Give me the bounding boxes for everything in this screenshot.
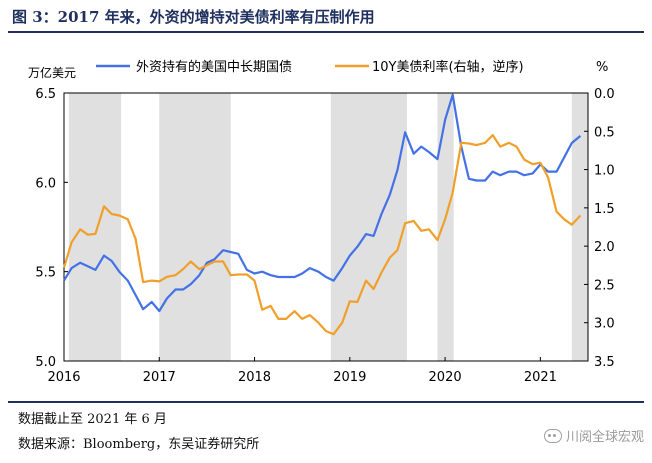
bottom-rule bbox=[8, 401, 644, 403]
legend-label-foreign-holdings: 外资持有的美国中长期国债 bbox=[136, 59, 292, 75]
series-line-foreign-holdings bbox=[63, 93, 582, 313]
chart: 5.0 5.5 6.0 6.5 0.0 0.5 1.0 1.5 2.0 2.5 3.0 3.5 20… bbox=[28, 59, 615, 385]
shaded-periods bbox=[68, 93, 588, 361]
x-tick-label: 2018 bbox=[238, 370, 271, 385]
right-tick-label: 3.5 bbox=[594, 355, 615, 370]
legend-label-10y-yield: 10Y美债利率(右轴，逆序) bbox=[372, 59, 524, 75]
x-axis: 2016 2017 2018 2019 2020 2021 bbox=[47, 357, 557, 385]
x-tick-label: 2021 bbox=[524, 370, 557, 385]
plot-frame bbox=[63, 92, 589, 362]
right-tick-label: 2.0 bbox=[594, 240, 615, 255]
x-tick-label: 2020 bbox=[429, 370, 462, 385]
data-cutoff-note: 数据截止至 2021 年 6 月 bbox=[18, 412, 167, 427]
shaded-period-2 bbox=[159, 93, 231, 361]
x-tick-label: 2016 bbox=[47, 370, 80, 385]
left-tick-label: 6.0 bbox=[35, 176, 56, 191]
left-axis-unit: 万亿美元 bbox=[28, 65, 76, 80]
left-axis: 5.0 5.5 6.0 6.5 bbox=[35, 87, 68, 370]
figure-title: 图 3：2017 年来，外资的增持对美债利率有压制作用 bbox=[12, 8, 375, 26]
series-lines bbox=[62, 93, 582, 336]
shaded-period-4 bbox=[437, 93, 454, 361]
shaded-period-1 bbox=[68, 93, 122, 361]
right-tick-label: 3.0 bbox=[594, 317, 615, 332]
left-tick-label: 5.5 bbox=[35, 266, 56, 281]
right-axis-unit: % bbox=[596, 60, 608, 75]
watermark-text: 川阅全球宏观 bbox=[565, 430, 644, 445]
right-tick-label: 1.5 bbox=[594, 202, 615, 217]
right-tick-label: 0.5 bbox=[594, 125, 615, 140]
left-tick-label: 6.5 bbox=[35, 87, 56, 102]
right-tick-label: 0.0 bbox=[594, 87, 615, 102]
series-line-10y-yield bbox=[62, 134, 582, 336]
right-tick-label: 2.5 bbox=[594, 278, 615, 293]
top-rule bbox=[8, 31, 644, 33]
right-tick-label: 1.0 bbox=[594, 164, 615, 179]
x-tick-label: 2017 bbox=[143, 370, 176, 385]
left-tick-label: 5.0 bbox=[35, 355, 56, 370]
data-source-note: 数据来源：Bloomberg，东吴证券研究所 bbox=[18, 437, 260, 452]
legend: 外资持有的美国中长期国债 10Y美债利率(右轴，逆序) bbox=[96, 59, 524, 75]
right-axis: 0.0 0.5 1.0 1.5 2.0 2.5 3.0 3.5 bbox=[584, 87, 615, 370]
wechat-icon bbox=[543, 428, 562, 443]
shaded-period-5 bbox=[571, 93, 588, 361]
watermark: 川阅全球宏观 bbox=[543, 426, 644, 445]
x-tick-label: 2019 bbox=[333, 370, 366, 385]
